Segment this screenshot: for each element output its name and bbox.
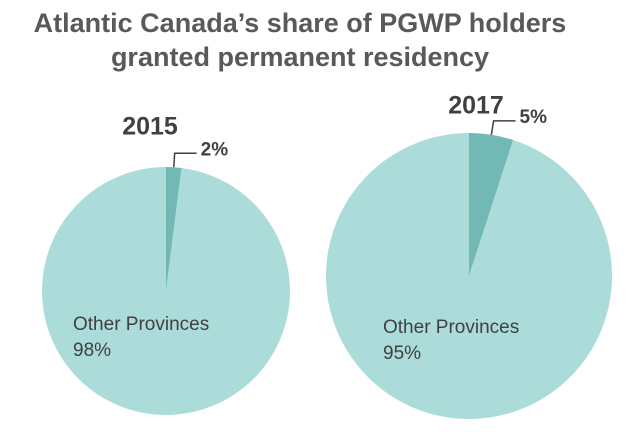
value-label: 5% xyxy=(520,107,548,128)
value-label: 95% xyxy=(383,343,421,364)
pie-title: 2017 xyxy=(448,92,504,120)
value-label: 98% xyxy=(73,340,111,361)
value-label: 2% xyxy=(201,139,229,160)
category-label: Other Provinces xyxy=(383,317,519,338)
pie-slice xyxy=(166,167,182,291)
leader-line xyxy=(490,120,516,135)
pie-title: 2015 xyxy=(122,113,178,141)
leader-line xyxy=(173,152,197,168)
category-label: Other Provinces xyxy=(73,314,209,335)
pie-slice xyxy=(41,166,290,415)
pie-slice xyxy=(326,133,613,419)
chart-title: Atlantic Canada’s share of PGWP holders … xyxy=(33,8,567,72)
pie-slice xyxy=(469,133,514,276)
